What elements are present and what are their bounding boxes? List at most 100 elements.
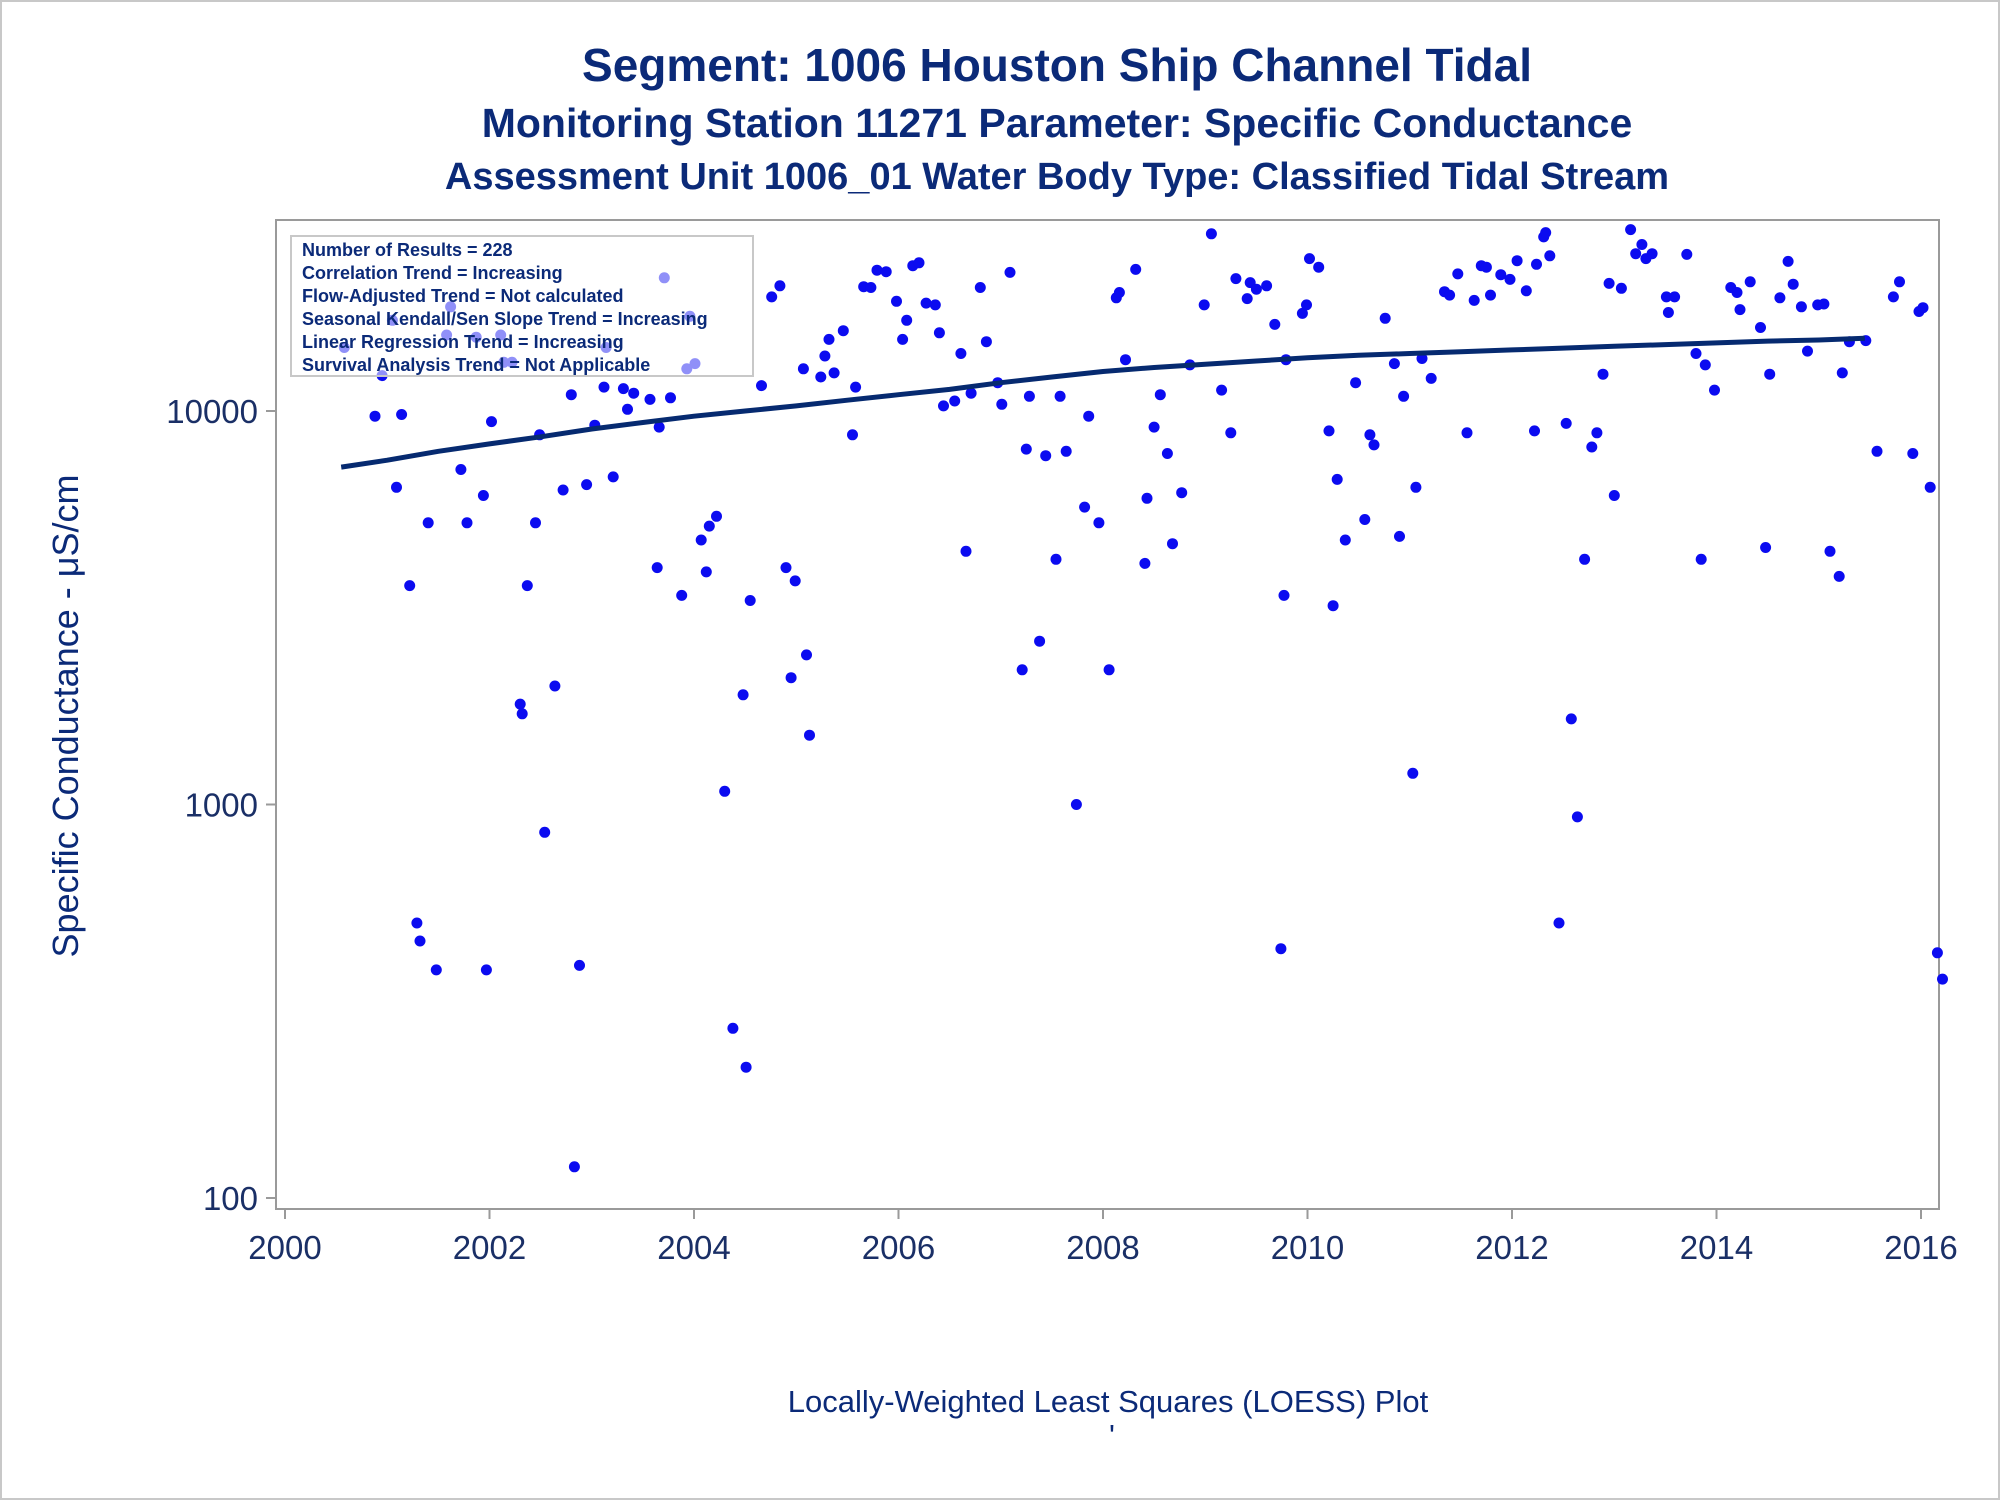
data-point xyxy=(1225,427,1237,439)
data-point xyxy=(651,562,663,574)
data-point xyxy=(461,517,473,529)
data-point xyxy=(1323,425,1335,437)
data-point xyxy=(804,729,815,741)
data-point xyxy=(1304,253,1315,265)
data-point xyxy=(1894,276,1905,288)
data-point xyxy=(737,689,749,701)
data-point xyxy=(1531,258,1542,270)
data-point xyxy=(1520,285,1532,297)
data-point xyxy=(530,517,541,529)
data-point xyxy=(1034,635,1046,647)
data-point xyxy=(1339,534,1351,546)
data-point xyxy=(1113,287,1125,298)
data-point xyxy=(1818,298,1830,310)
data-point xyxy=(1379,312,1391,324)
data-point xyxy=(369,410,381,422)
legend-item: Seasonal Kendall/Sen Slope Trend = Incre… xyxy=(302,309,708,329)
data-point xyxy=(774,280,786,292)
data-point xyxy=(1782,255,1794,267)
data-point xyxy=(665,392,676,404)
chart-title: Segment: 1006 Houston Ship Channel Tidal xyxy=(582,39,1532,91)
data-point xyxy=(1040,450,1052,462)
x-tick-label: 2014 xyxy=(1680,1229,1753,1266)
data-point xyxy=(1205,228,1217,240)
y-axis: 100 1000 10000 xyxy=(166,393,276,1217)
data-point xyxy=(1364,429,1376,441)
legend-item: Correlation Trend = Increasing xyxy=(302,263,563,283)
data-point xyxy=(539,826,551,838)
data-point xyxy=(901,314,913,326)
data-point xyxy=(622,403,633,415)
y-tick-label: 1000 xyxy=(185,787,258,824)
data-point xyxy=(837,325,849,337)
data-point xyxy=(1461,427,1473,439)
data-point xyxy=(549,680,561,692)
data-point xyxy=(719,785,731,797)
data-point xyxy=(1833,570,1845,582)
data-point xyxy=(1625,224,1637,236)
data-point xyxy=(1103,664,1115,676)
data-point xyxy=(1452,268,1464,280)
data-point xyxy=(1161,448,1173,459)
data-point xyxy=(1141,492,1153,504)
data-point xyxy=(1630,248,1642,260)
data-point xyxy=(1398,390,1410,402)
data-point xyxy=(581,479,593,491)
data-point xyxy=(871,264,883,276)
data-point xyxy=(1020,443,1032,455)
data-point xyxy=(1586,441,1598,453)
data-point xyxy=(574,959,585,971)
data-point xyxy=(1636,239,1648,250)
data-point xyxy=(514,698,526,710)
data-point xyxy=(1591,427,1603,439)
data-point xyxy=(740,1061,752,1073)
data-point xyxy=(891,295,902,307)
data-point xyxy=(1327,600,1339,612)
data-point xyxy=(1699,359,1711,371)
loess-trend-line xyxy=(340,335,1865,470)
data-point xyxy=(1669,291,1681,303)
data-point xyxy=(960,545,972,557)
data-point xyxy=(1597,368,1609,380)
data-point xyxy=(929,299,941,311)
data-point xyxy=(1603,277,1615,289)
data-point xyxy=(766,291,778,303)
data-point xyxy=(955,348,967,359)
y-tick-label: 100 xyxy=(203,1180,258,1217)
data-point xyxy=(1760,542,1772,553)
data-point xyxy=(486,416,497,428)
plot-area xyxy=(275,219,1940,1210)
data-point xyxy=(1511,255,1523,267)
data-point xyxy=(1296,307,1308,319)
legend-item: Flow-Adjusted Trend = Not calculated xyxy=(302,286,624,306)
data-point xyxy=(607,471,619,483)
data-point xyxy=(913,257,925,269)
data-points xyxy=(338,224,1948,1173)
data-point xyxy=(920,297,932,309)
data-point xyxy=(1917,302,1929,314)
x-tick-label: 2008 xyxy=(1066,1229,1139,1266)
footnote: Locally-Weighted Least Squares (LOESS) P… xyxy=(788,1384,1429,1419)
data-point xyxy=(1529,425,1540,437)
data-point xyxy=(1368,439,1380,451)
data-point xyxy=(1690,348,1702,359)
x-tick-label: 2000 xyxy=(248,1229,321,1266)
data-point xyxy=(744,595,756,606)
data-point xyxy=(565,389,577,401)
data-point xyxy=(568,1161,580,1173)
data-point xyxy=(391,481,402,493)
data-point xyxy=(1016,664,1028,676)
data-point xyxy=(516,708,528,720)
data-point xyxy=(1660,291,1672,303)
data-point xyxy=(422,517,434,529)
legend-item: Linear Regression Trend = Increasing xyxy=(302,332,624,352)
data-point xyxy=(1130,263,1142,275)
data-point xyxy=(949,395,961,407)
legend: Number of Results = 228 Correlation Trend… xyxy=(290,235,754,377)
data-point xyxy=(1394,530,1405,542)
x-tick-label: 2006 xyxy=(862,1229,935,1266)
data-point xyxy=(1425,372,1437,384)
data-point xyxy=(695,534,707,546)
data-point xyxy=(557,484,569,496)
data-point xyxy=(1278,589,1290,601)
